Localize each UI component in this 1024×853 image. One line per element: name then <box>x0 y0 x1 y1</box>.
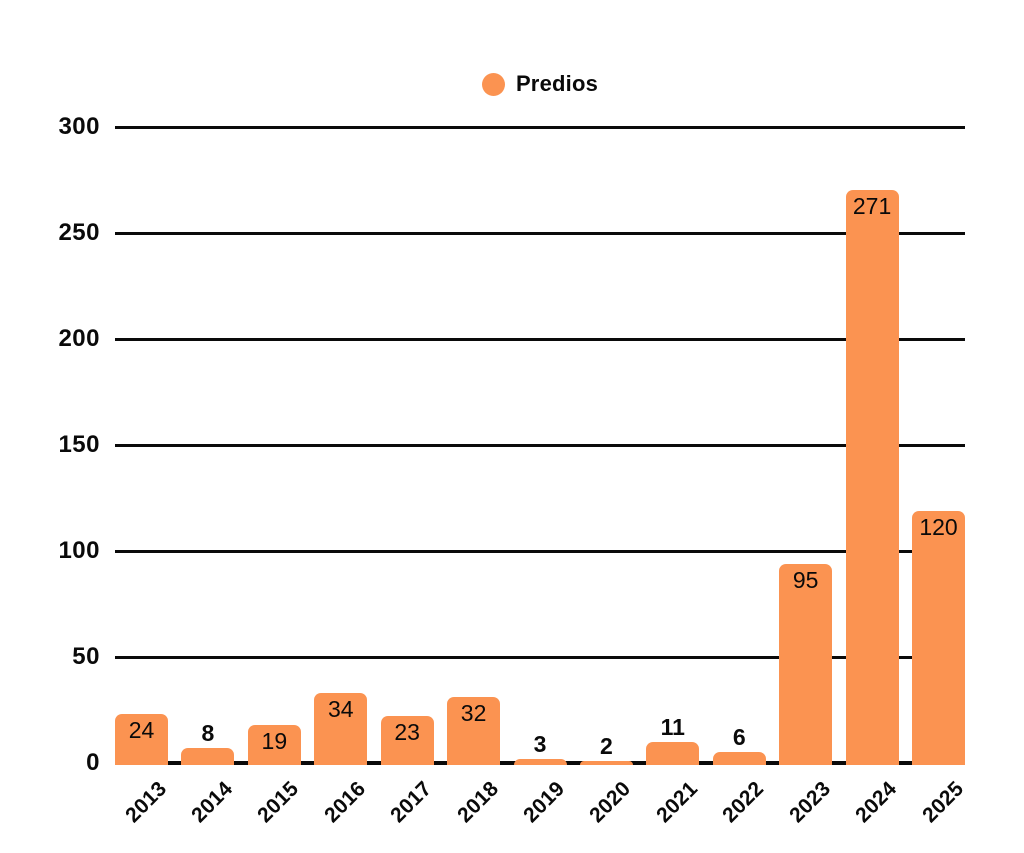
y-tick-label: 150 <box>58 431 100 458</box>
bar-value-label: 34 <box>327 695 354 722</box>
gridline <box>115 125 965 129</box>
bar-value-label: 23 <box>394 719 420 746</box>
bar: 19 <box>247 724 301 765</box>
x-tick-label: 2021 <box>651 777 703 828</box>
bar: 24 <box>115 714 168 765</box>
gridline <box>115 655 965 659</box>
bar-value-label: 120 <box>919 513 958 540</box>
bar: 3 <box>513 731 567 765</box>
y-tick-label: 200 <box>58 325 100 352</box>
gridline <box>115 337 965 341</box>
bar: 32 <box>447 697 501 765</box>
y-tick-label: 0 <box>86 749 100 776</box>
bar-value-label: 32 <box>460 700 487 727</box>
bar-value-label: 19 <box>261 727 288 754</box>
bar-value-label: 271 <box>852 193 892 220</box>
bar-value-label: 24 <box>128 717 155 744</box>
y-tick-label: 250 <box>58 219 100 246</box>
bar: 8 <box>181 720 235 765</box>
gridline <box>115 231 965 235</box>
legend-dot-icon <box>481 72 505 96</box>
bar: 271 <box>845 190 899 765</box>
x-tick-label: 2019 <box>519 777 570 828</box>
bar: 11 <box>646 714 700 765</box>
y-tick-label: 300 <box>58 113 100 140</box>
bar-value-label: 11 <box>660 713 685 740</box>
x-tick-label: 2018 <box>452 777 503 828</box>
x-tick-label: 2015 <box>253 777 304 828</box>
x-tick-label: 2024 <box>851 777 902 828</box>
bar-value-label: 3 <box>533 730 547 757</box>
bar: 6 <box>712 724 766 765</box>
legend: Predios <box>115 70 965 98</box>
bar: 2 <box>579 733 633 765</box>
legend-label: Predios <box>515 71 599 96</box>
bar: 34 <box>314 692 368 765</box>
bar-value-label: 6 <box>732 724 746 751</box>
x-tick-label: 2020 <box>585 777 636 828</box>
bar-value-label: 2 <box>600 732 613 759</box>
bar: 23 <box>380 716 434 765</box>
bar: 95 <box>779 563 833 765</box>
y-tick-label: 50 <box>72 643 100 670</box>
bar: 120 <box>912 510 965 765</box>
bar-value-label: 95 <box>792 566 819 593</box>
gridline <box>115 549 965 553</box>
x-tick-label: 2013 <box>120 777 171 828</box>
bar-value-label: 8 <box>201 720 215 747</box>
y-tick-label: 100 <box>58 537 100 564</box>
x-tick-label: 2025 <box>917 777 968 828</box>
x-tick-label: 2023 <box>784 777 835 828</box>
gridline <box>115 443 965 447</box>
x-tick-label: 2017 <box>386 777 437 828</box>
x-tick-label: 2016 <box>319 777 371 828</box>
x-tick-label: 2022 <box>718 777 769 828</box>
x-tick-label: 2014 <box>187 777 238 828</box>
